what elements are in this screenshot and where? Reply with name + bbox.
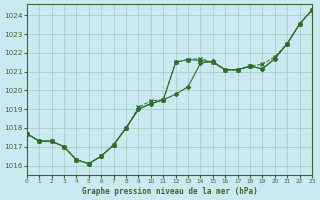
X-axis label: Graphe pression niveau de la mer (hPa): Graphe pression niveau de la mer (hPa) [82,187,257,196]
